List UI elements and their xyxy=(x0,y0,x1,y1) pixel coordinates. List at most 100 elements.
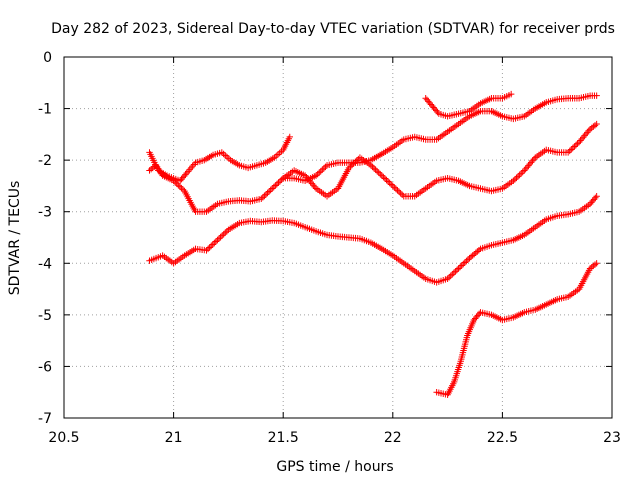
data-point xyxy=(206,244,213,251)
series-arc-3 xyxy=(146,133,293,184)
data-point xyxy=(218,232,226,239)
data-point xyxy=(370,165,378,172)
x-tick-label: 22 xyxy=(384,430,402,446)
data-point xyxy=(179,186,187,193)
data-point xyxy=(527,159,535,166)
data-point xyxy=(215,235,223,242)
data-point xyxy=(312,172,320,179)
data-point xyxy=(507,90,515,98)
data-point xyxy=(456,263,464,271)
data-point xyxy=(267,186,274,194)
data-point xyxy=(308,180,316,187)
x-tick-label: 22.5 xyxy=(487,430,518,446)
y-tick-label: -1 xyxy=(38,102,52,118)
data-point xyxy=(307,178,314,186)
data-point xyxy=(516,171,523,179)
data-point xyxy=(450,269,458,277)
data-point xyxy=(373,167,381,175)
data-point xyxy=(203,247,210,254)
data-point xyxy=(265,188,273,195)
data-point xyxy=(311,183,318,191)
data-point xyxy=(571,143,578,150)
data-point xyxy=(434,108,441,116)
data-point xyxy=(212,238,220,245)
data-point xyxy=(593,193,600,200)
data-point xyxy=(258,195,265,203)
data-point xyxy=(381,175,389,182)
data-point xyxy=(222,229,229,236)
data-point xyxy=(185,168,192,175)
data-point xyxy=(314,170,321,178)
data-point xyxy=(262,191,270,198)
data-point xyxy=(445,274,453,281)
data-point xyxy=(173,180,180,187)
data-point xyxy=(530,155,538,163)
data-point xyxy=(582,130,590,138)
data-point xyxy=(270,183,278,191)
y-tick-label: -4 xyxy=(38,256,52,272)
data-point xyxy=(584,129,591,136)
data-point xyxy=(572,141,580,149)
x-tick-label: 23 xyxy=(603,430,621,446)
data-point xyxy=(475,310,483,318)
data-point xyxy=(578,135,586,143)
data-point xyxy=(347,163,354,170)
data-point xyxy=(513,174,520,182)
series-arc-1 xyxy=(146,193,600,286)
data-point xyxy=(529,157,536,164)
data-point xyxy=(574,140,581,147)
data-point xyxy=(580,134,587,141)
data-point xyxy=(581,132,588,139)
data-point xyxy=(388,181,395,188)
data-point xyxy=(303,174,310,181)
data-point xyxy=(367,162,375,169)
data-point xyxy=(525,162,532,169)
data-point xyxy=(178,184,185,192)
data-point xyxy=(475,246,483,254)
data-point xyxy=(386,179,393,187)
data-point xyxy=(176,183,184,190)
data-point xyxy=(259,194,267,201)
data-point xyxy=(460,260,467,268)
data-point xyxy=(273,180,281,188)
data-point xyxy=(391,184,398,191)
data-point xyxy=(286,133,293,141)
data-point xyxy=(320,165,328,172)
data-point xyxy=(592,194,599,201)
y-tick-labels: 0 -1 -2 -3 -4 -5 -6 -7 xyxy=(38,50,52,427)
data-point xyxy=(375,169,382,176)
data-point xyxy=(316,169,323,176)
data-point xyxy=(449,271,456,278)
data-point xyxy=(585,127,592,135)
data-point xyxy=(392,185,400,193)
data-point xyxy=(377,170,384,178)
data-point xyxy=(517,170,525,177)
x-tick-label: 21.5 xyxy=(268,430,299,446)
y-tick-label: -7 xyxy=(38,411,52,427)
data-point xyxy=(211,239,218,247)
data-point xyxy=(304,175,312,183)
data-point xyxy=(306,177,313,184)
data-point xyxy=(471,250,478,258)
x-tick-label: 21 xyxy=(165,430,183,446)
data-point xyxy=(272,182,279,189)
data-point xyxy=(378,172,386,179)
data-point xyxy=(452,268,459,275)
data-point xyxy=(369,163,376,170)
y-axis-label: SDTVAR / TECUs xyxy=(7,181,23,296)
data-point xyxy=(464,256,472,263)
data-point xyxy=(317,167,324,175)
y-tick-label: -2 xyxy=(38,153,52,169)
data-point xyxy=(564,149,572,156)
data-point xyxy=(593,120,600,128)
data-point xyxy=(345,164,353,172)
data-point xyxy=(261,192,268,200)
data-point xyxy=(575,138,583,146)
data-point xyxy=(472,249,479,257)
plot-frame xyxy=(63,56,613,419)
data-point xyxy=(474,248,481,255)
data-point xyxy=(510,177,517,184)
data-point xyxy=(593,92,600,99)
series-arc-6 xyxy=(433,260,600,398)
